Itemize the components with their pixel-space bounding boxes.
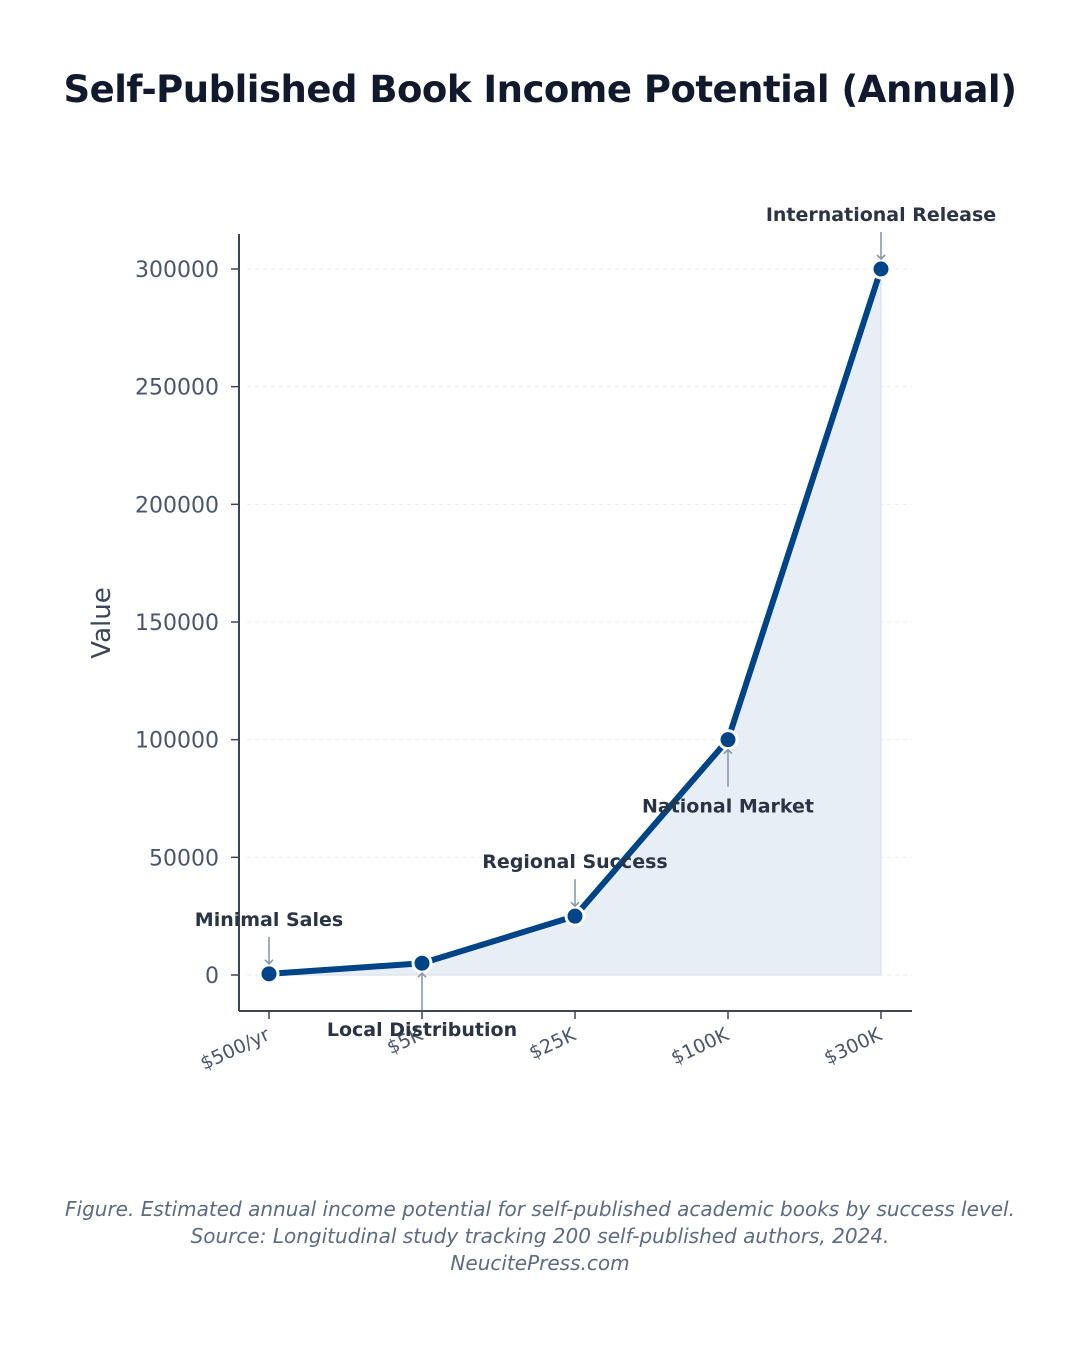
data-point xyxy=(258,963,280,985)
y-tick-label: 200000 xyxy=(135,493,219,518)
y-tick-label: 300000 xyxy=(135,258,219,283)
data-point xyxy=(717,729,739,751)
annotation-label: National Market xyxy=(642,796,814,818)
x-tick-label: $500/yr xyxy=(197,1024,273,1075)
chart-title: Self-Published Book Income Potential (An… xyxy=(63,68,1017,111)
y-tick-label: 0 xyxy=(205,964,219,989)
figure-caption: Figure. Estimated annual income potentia… xyxy=(0,1196,1080,1277)
annotation-label: Regional Success xyxy=(482,851,667,873)
annotation-label: Local Distribution xyxy=(327,1019,517,1041)
caption-line-3: NeucitePress.com xyxy=(450,1251,630,1275)
data-point xyxy=(564,905,586,927)
x-tick-label: $300K xyxy=(821,1023,886,1069)
caption-line-1: Figure. Estimated annual income potentia… xyxy=(65,1197,1015,1221)
x-tick-label: $100K xyxy=(668,1023,733,1069)
y-tick-label: 50000 xyxy=(149,846,219,871)
y-tick-label: 100000 xyxy=(135,729,219,754)
y-tick-label: 250000 xyxy=(135,376,219,401)
annotation-label: Minimal Sales xyxy=(195,909,343,931)
data-point xyxy=(870,258,892,280)
annotation-label: International Release xyxy=(766,204,996,226)
caption-line-2: Source: Longitudinal study tracking 200 … xyxy=(190,1224,890,1248)
data-point xyxy=(411,952,433,974)
y-tick-label: 150000 xyxy=(135,611,219,636)
y-axis-label: Value xyxy=(87,587,117,658)
x-tick-label: $25K xyxy=(526,1023,580,1064)
